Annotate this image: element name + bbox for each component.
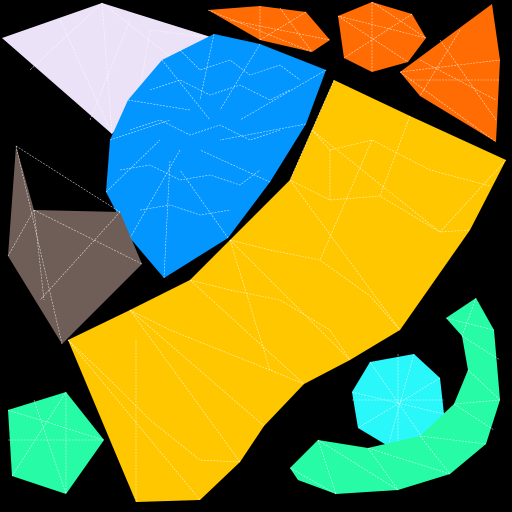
uv-texture-atlas <box>0 0 512 512</box>
